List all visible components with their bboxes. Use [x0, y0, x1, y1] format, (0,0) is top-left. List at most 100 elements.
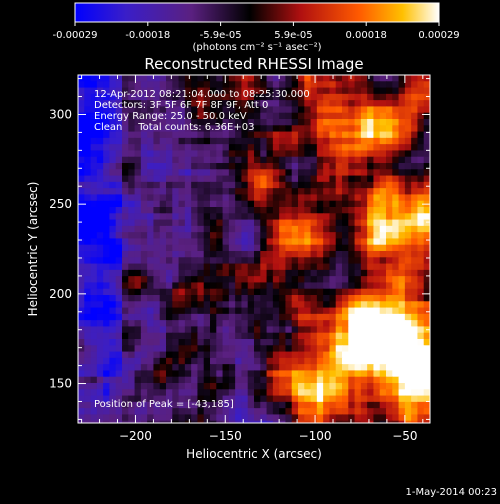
- heatmap-pixel: [172, 137, 180, 145]
- heatmap-pixel: [335, 269, 343, 277]
- heatmap-pixel: [78, 163, 85, 170]
- heatmap-pixel: [228, 326, 236, 334]
- heatmap-pixel: [191, 301, 199, 309]
- heatmap-pixel: [417, 326, 425, 334]
- heatmap-pixel: [254, 75, 261, 82]
- heatmap-pixel: [304, 383, 312, 390]
- heatmap-pixel: [191, 163, 199, 170]
- heatmap-pixel: [279, 326, 287, 334]
- heatmap-pixel: [254, 87, 261, 95]
- heatmap-pixel: [360, 320, 368, 328]
- heatmap-pixel: [335, 370, 343, 378]
- heatmap-pixel: [392, 150, 400, 158]
- heatmap-pixel: [247, 75, 255, 82]
- heatmap-pixel: [228, 93, 236, 101]
- heatmap-pixel: [423, 100, 430, 108]
- heatmap-pixel: [235, 295, 243, 302]
- heatmap-pixel: [159, 213, 167, 221]
- heatmap-pixel: [222, 232, 230, 240]
- heatmap-pixel: [235, 339, 243, 346]
- heatmap-pixel: [254, 401, 261, 409]
- heatmap-pixel: [134, 420, 142, 423]
- heatmap-pixel: [103, 339, 111, 346]
- heatmap-pixel: [386, 175, 393, 183]
- heatmap-pixel: [247, 200, 255, 208]
- heatmap-pixel: [360, 389, 368, 397]
- heatmap-pixel: [348, 238, 356, 246]
- heatmap-pixel: [115, 326, 123, 334]
- heatmap-pixel: [266, 163, 274, 170]
- heatmap-pixel: [84, 163, 92, 170]
- heatmap-pixel: [159, 395, 167, 403]
- heatmap-pixel: [228, 106, 236, 114]
- info-clean-counts: Clean Total counts: 6.36E+03: [94, 122, 254, 133]
- heatmap-pixel: [115, 244, 123, 252]
- heatmap-pixel: [260, 100, 268, 108]
- heatmap-pixel: [128, 370, 136, 378]
- heatmap-pixel: [78, 112, 85, 120]
- heatmap-pixel: [304, 125, 312, 133]
- heatmap-pixel: [398, 389, 406, 397]
- heatmap-pixel: [266, 320, 274, 328]
- heatmap-pixel: [153, 408, 161, 416]
- heatmap-pixel: [140, 376, 148, 384]
- heatmap-pixel: [84, 282, 92, 290]
- heatmap-pixel: [153, 232, 161, 240]
- heatmap-pixel: [228, 282, 236, 290]
- heatmap-pixel: [166, 389, 173, 397]
- heatmap-pixel: [348, 225, 356, 233]
- heatmap-pixel: [386, 345, 393, 353]
- heatmap-pixel: [115, 238, 123, 246]
- heatmap-pixel: [392, 383, 400, 390]
- heatmap-pixel: [178, 150, 186, 158]
- heatmap-pixel: [417, 244, 425, 252]
- heatmap-pixel: [241, 269, 249, 277]
- heatmap-pixel: [228, 100, 236, 108]
- heatmap-pixel: [279, 200, 287, 208]
- heatmap-pixel: [360, 87, 368, 95]
- heatmap-pixel: [147, 194, 155, 202]
- heatmap-pixel: [367, 144, 375, 152]
- heatmap-pixel: [373, 420, 381, 423]
- heatmap-pixel: [166, 181, 173, 189]
- heatmap-pixel: [153, 181, 161, 189]
- heatmap-pixel: [348, 339, 356, 346]
- heatmap-pixel: [216, 188, 224, 196]
- heatmap-pixel: [241, 75, 249, 82]
- heatmap-pixel: [159, 401, 167, 409]
- info-energy-range: Energy Range: 25.0 - 50.0 keV: [94, 111, 247, 122]
- heatmap-pixel: [404, 364, 412, 372]
- heatmap-pixel: [247, 276, 255, 284]
- heatmap-pixel: [228, 332, 236, 340]
- heatmap-pixel: [342, 156, 349, 164]
- heatmap-pixel: [128, 295, 136, 302]
- heatmap-pixel: [392, 288, 400, 296]
- heatmap-pixel: [335, 395, 343, 403]
- heatmap-pixel: [373, 269, 381, 277]
- heatmap-pixel: [210, 376, 217, 384]
- heatmap-pixel: [411, 276, 419, 284]
- heatmap-pixel: [260, 131, 268, 139]
- heatmap-pixel: [386, 320, 393, 328]
- heatmap-pixel: [235, 401, 243, 409]
- heatmap-pixel: [103, 376, 111, 384]
- heatmap-pixel: [423, 131, 430, 139]
- heatmap-pixel: [367, 169, 375, 177]
- heatmap-pixel: [342, 420, 349, 423]
- heatmap-pixel: [122, 213, 129, 221]
- heatmap-pixel: [335, 276, 343, 284]
- heatmap-pixel: [316, 131, 324, 139]
- heatmap-pixel: [216, 150, 224, 158]
- heatmap-pixel: [291, 181, 299, 189]
- heatmap-pixel: [417, 345, 425, 353]
- heatmap-pixel: [159, 339, 167, 346]
- heatmap-pixel: [335, 408, 343, 416]
- heatmap-pixel: [210, 401, 217, 409]
- heatmap-pixel: [272, 408, 280, 416]
- heatmap-pixel: [166, 395, 173, 403]
- heatmap-pixel: [140, 326, 148, 334]
- heatmap-pixel: [235, 200, 243, 208]
- heatmap-pixel: [386, 295, 393, 302]
- heatmap-pixel: [342, 213, 349, 221]
